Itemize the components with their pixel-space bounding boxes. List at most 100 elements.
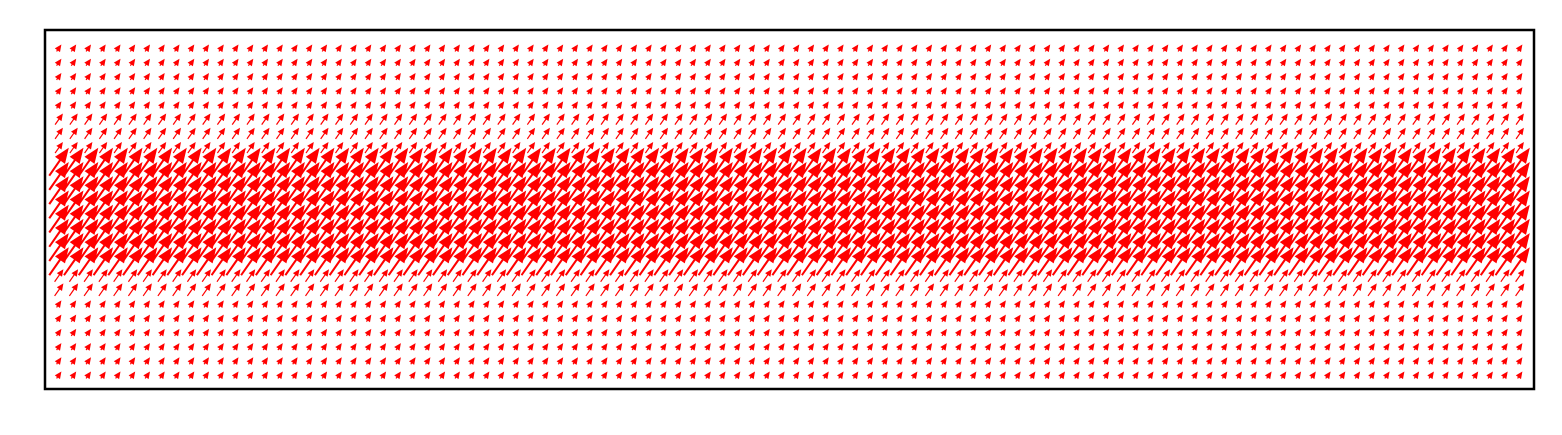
quiver-arrow bbox=[564, 162, 586, 191]
quiver-arrow bbox=[99, 328, 106, 337]
quiver-arrow bbox=[432, 176, 453, 205]
quiver-arrow bbox=[659, 269, 669, 283]
quiver-arrow bbox=[1288, 162, 1309, 191]
quiver-arrow bbox=[821, 269, 831, 283]
quiver-arrow bbox=[1279, 58, 1287, 67]
quiver-arrow bbox=[63, 204, 84, 234]
quiver-arrow bbox=[476, 190, 497, 219]
quiver-arrow bbox=[158, 343, 165, 351]
quiver-arrow bbox=[881, 357, 888, 365]
quiver-arrow bbox=[512, 87, 519, 95]
quiver-arrow bbox=[697, 218, 719, 248]
quiver-arrow bbox=[771, 176, 792, 205]
quiver-arrow bbox=[874, 176, 896, 205]
quiver-arrow bbox=[387, 247, 409, 276]
quiver-arrow bbox=[777, 127, 786, 140]
quiver-arrow bbox=[526, 142, 536, 154]
quiver-arrow bbox=[689, 101, 696, 109]
quiver-arrow bbox=[453, 127, 462, 140]
quiver-arrow bbox=[556, 300, 564, 308]
quiver-arrow bbox=[225, 204, 246, 234]
quiver-arrow bbox=[158, 314, 165, 323]
quiver-arrow bbox=[335, 343, 342, 351]
quiver-arrow bbox=[343, 218, 364, 248]
quiver-arrow bbox=[659, 357, 667, 365]
quiver-arrow bbox=[1412, 142, 1421, 154]
quiver-arrow bbox=[955, 300, 962, 308]
quiver-arrow bbox=[1140, 162, 1161, 191]
quiver-arrow bbox=[1073, 58, 1080, 67]
quiver-arrow bbox=[969, 328, 977, 337]
quiver-arrow bbox=[999, 101, 1006, 109]
quiver-arrow bbox=[137, 147, 158, 177]
quiver-arrow bbox=[166, 204, 187, 234]
quiver-arrow bbox=[1146, 58, 1154, 67]
quiver-arrow bbox=[845, 233, 866, 262]
quiver-arrow bbox=[571, 113, 580, 125]
quiver-arrow bbox=[555, 269, 566, 283]
quiver-arrow bbox=[63, 190, 84, 219]
quiver-arrow bbox=[629, 269, 639, 283]
quiver-arrow bbox=[269, 247, 291, 276]
quiver-arrow bbox=[1412, 58, 1420, 67]
quiver-arrow bbox=[305, 44, 313, 53]
quiver-arrow bbox=[771, 247, 792, 276]
quiver-arrow bbox=[468, 328, 475, 337]
quiver-arrow bbox=[276, 357, 283, 365]
quiver-arrow bbox=[290, 127, 299, 140]
quiver-arrow bbox=[113, 300, 121, 308]
quiver-arrow bbox=[1132, 328, 1139, 337]
quiver-arrow bbox=[231, 371, 239, 380]
quiver-arrow bbox=[792, 113, 801, 125]
quiver-arrow bbox=[446, 147, 468, 177]
quiver-arrow bbox=[1161, 343, 1169, 351]
quiver-arrow bbox=[225, 190, 246, 219]
quiver-arrow bbox=[1486, 58, 1493, 67]
quiver-arrow bbox=[1442, 371, 1449, 380]
quiver-arrow bbox=[615, 113, 624, 125]
quiver-arrow bbox=[904, 162, 925, 191]
quiver-arrow bbox=[1014, 343, 1021, 351]
quiver-arrow bbox=[497, 343, 505, 351]
quiver-arrow bbox=[895, 283, 905, 297]
quiver-arrow bbox=[210, 147, 232, 177]
quiver-arrow bbox=[350, 58, 357, 67]
quiver-arrow bbox=[1205, 357, 1213, 365]
quiver-arrow bbox=[1043, 300, 1051, 308]
quiver-arrow bbox=[1117, 58, 1124, 67]
quiver-arrow bbox=[1043, 58, 1051, 67]
quiver-arrow bbox=[1132, 357, 1139, 365]
quiver-arrow bbox=[851, 357, 859, 365]
quiver-arrow bbox=[202, 73, 209, 81]
quiver-arrow bbox=[1338, 87, 1346, 95]
quiver-arrow bbox=[1442, 343, 1449, 351]
quiver-arrow bbox=[1220, 142, 1229, 154]
quiver-arrow bbox=[822, 142, 831, 154]
quiver-arrow bbox=[1250, 343, 1257, 351]
quiver-arrow bbox=[1353, 73, 1361, 81]
quiver-arrow bbox=[742, 218, 763, 248]
quiver-arrow bbox=[541, 269, 551, 283]
quiver-arrow bbox=[1294, 87, 1302, 95]
quiver-arrow bbox=[940, 328, 947, 337]
quiver-arrow bbox=[409, 44, 416, 53]
quiver-arrow bbox=[600, 127, 609, 140]
quiver-arrow bbox=[712, 218, 733, 248]
quiver-arrow bbox=[1176, 58, 1183, 67]
quiver-arrow bbox=[432, 147, 453, 177]
quiver-arrow bbox=[225, 162, 246, 191]
quiver-arrow bbox=[889, 162, 910, 191]
quiver-arrow bbox=[394, 44, 401, 53]
quiver-arrow bbox=[63, 218, 84, 248]
quiver-arrow bbox=[801, 204, 822, 234]
quiver-arrow bbox=[556, 357, 564, 365]
quiver-arrow bbox=[438, 142, 447, 154]
quiver-arrow bbox=[1470, 269, 1481, 283]
quiver-arrow bbox=[786, 233, 807, 262]
quiver-arrow bbox=[1441, 283, 1451, 297]
quiver-arrow bbox=[1205, 127, 1214, 140]
quiver-arrow bbox=[497, 357, 505, 365]
quiver-arrow bbox=[261, 371, 268, 380]
quiver-arrow bbox=[659, 300, 667, 308]
quiver-arrow bbox=[807, 58, 815, 67]
